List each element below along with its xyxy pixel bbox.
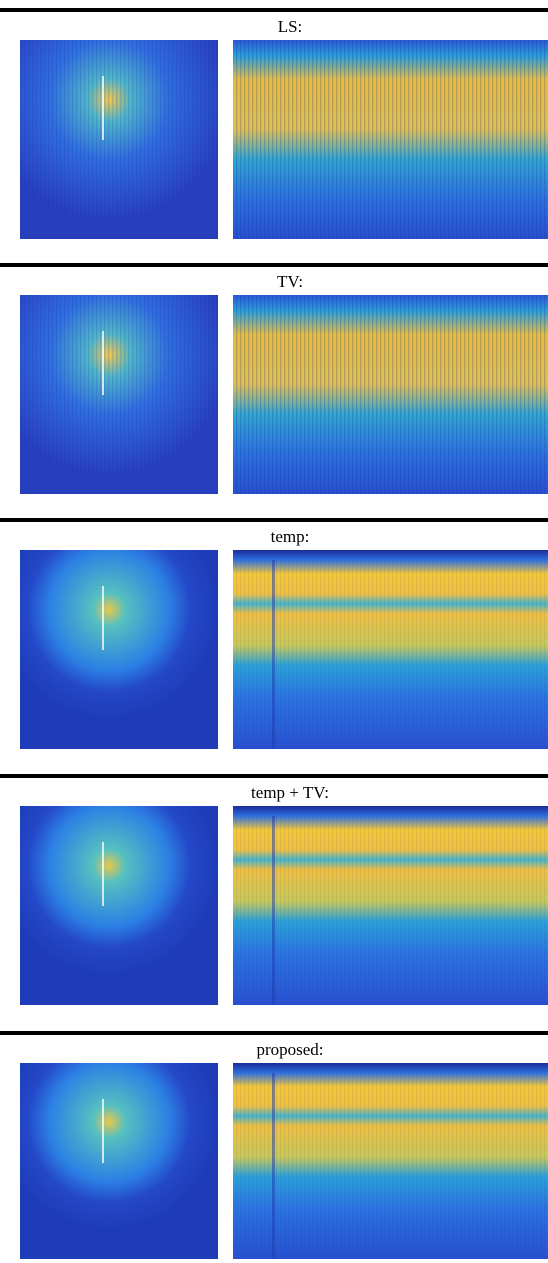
separator-rule bbox=[0, 774, 548, 778]
image-profile-texture bbox=[233, 1063, 548, 1259]
image-texture bbox=[20, 40, 218, 239]
image-profile-texture bbox=[233, 295, 548, 494]
image-profile-texture bbox=[233, 550, 548, 749]
image-reconstruction bbox=[20, 806, 218, 1005]
profile-edge bbox=[272, 1073, 275, 1259]
separator-rule bbox=[0, 518, 548, 522]
image-profile-texture bbox=[233, 40, 548, 239]
separator-rule bbox=[0, 263, 548, 267]
separator-rule bbox=[0, 1031, 548, 1035]
panel-label: temp + TV: bbox=[251, 783, 329, 802]
image-reconstruction bbox=[20, 550, 218, 749]
profile-edge bbox=[272, 816, 275, 1005]
image-texture bbox=[20, 295, 218, 494]
image-reconstruction bbox=[20, 1063, 218, 1259]
separator-rule bbox=[0, 8, 548, 12]
panel-label: temp: bbox=[271, 527, 310, 546]
figure: LS: TV: temp: temp + TV: proposed: bbox=[0, 0, 548, 1263]
panel-label: TV: bbox=[277, 272, 303, 291]
panel-label: LS: bbox=[278, 17, 303, 36]
image-profile-texture bbox=[233, 806, 548, 1005]
profile-edge bbox=[272, 560, 275, 749]
panel-label: proposed: bbox=[256, 1040, 323, 1059]
